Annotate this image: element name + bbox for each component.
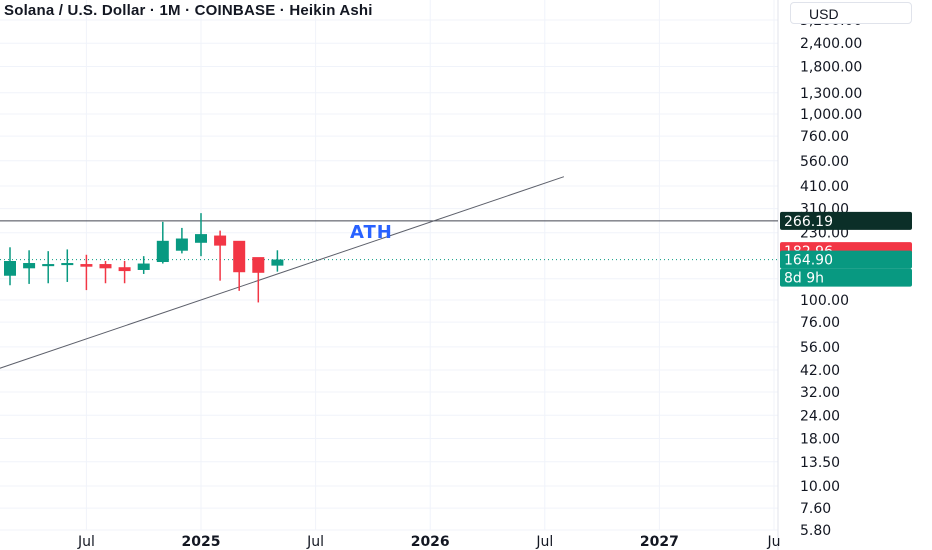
- price-tick-label: 1,300.00: [800, 86, 862, 102]
- ath-price-badge-bg: [780, 211, 912, 230]
- candle-body: [42, 264, 55, 267]
- price-tick-label: 10.00: [800, 479, 840, 495]
- price-tick-label: 1,000.00: [800, 107, 862, 123]
- currency-selector[interactable]: USD: [790, 2, 912, 24]
- price-tick-label: 100.00: [800, 293, 849, 309]
- trendline[interactable]: [0, 176, 565, 398]
- last-price-badge-bg: [780, 250, 912, 269]
- candle-body: [214, 235, 227, 246]
- candle[interactable]: [42, 251, 55, 284]
- candle[interactable]: [271, 250, 284, 272]
- candle[interactable]: [195, 213, 207, 257]
- candle-body: [23, 263, 36, 269]
- candle-body: [118, 267, 131, 272]
- time-tick-label: Jul: [535, 534, 553, 550]
- candle[interactable]: [214, 230, 227, 281]
- time-tick-label: 2026: [411, 534, 450, 550]
- price-tick-label: 42.00: [800, 363, 840, 379]
- ath-price-badge: 266.19: [784, 214, 833, 230]
- trendline-segment[interactable]: [0, 176, 565, 398]
- candle-body: [61, 263, 74, 266]
- price-tick-label: 7.60: [800, 501, 831, 517]
- candle[interactable]: [118, 261, 131, 284]
- candle-body: [156, 240, 169, 263]
- candle-body: [252, 257, 265, 273]
- candle-body: [271, 259, 284, 266]
- candle-countdown-badge-bg: [780, 268, 912, 287]
- grid-lines: [0, 0, 779, 550]
- time-tick-label: Jul: [77, 534, 95, 550]
- candle[interactable]: [175, 227, 188, 254]
- ath-horizontal-line[interactable]: [0, 220, 778, 261]
- candle-body: [99, 264, 112, 269]
- candle-body: [137, 263, 150, 270]
- candle-countdown-badge: 8d 9h: [784, 271, 824, 287]
- candle[interactable]: [252, 257, 265, 303]
- candle[interactable]: [233, 240, 246, 291]
- time-axis[interactable]: Jul 2025 Jul 2026 Jul 2027 Ju: [77, 534, 781, 550]
- last-price-badge: 164.90: [784, 253, 833, 269]
- price-tick-label: 32.00: [800, 385, 840, 401]
- candle-body: [175, 238, 188, 251]
- candle-body: [80, 264, 93, 267]
- price-tick-label: 76.00: [800, 315, 840, 331]
- price-tick-label: 24.00: [800, 408, 840, 424]
- ath-annotation[interactable]: ATH: [350, 222, 393, 243]
- price-tick-label: 13.50: [800, 455, 840, 471]
- candle-body: [233, 240, 246, 273]
- price-tick-label: 1,800.00: [800, 59, 862, 75]
- candle[interactable]: [99, 261, 112, 284]
- price-tick-label: 560.00: [800, 154, 849, 170]
- price-tick-label: 56.00: [800, 340, 840, 356]
- price-tick-label: 18.00: [800, 432, 840, 448]
- candle[interactable]: [61, 249, 74, 282]
- time-tick-label: Ju: [766, 534, 780, 550]
- candle[interactable]: [156, 221, 169, 264]
- price-tick-label: 5.80: [800, 523, 831, 539]
- time-tick-label: Jul: [306, 534, 324, 550]
- price-tick-label: 410.00: [800, 179, 849, 195]
- chart-title[interactable]: Solana / U.S. Dollar · 1M · COINBASE · H…: [4, 2, 373, 19]
- price-tick-label: 2,400.00: [800, 36, 862, 52]
- candle-body: [195, 234, 207, 243]
- candle[interactable]: [23, 250, 36, 284]
- price-tick-label: 760.00: [800, 129, 849, 145]
- candle-body: [4, 261, 16, 276]
- candle[interactable]: [80, 254, 93, 291]
- candle[interactable]: [4, 247, 16, 286]
- time-tick-label: 2025: [182, 534, 221, 550]
- time-tick-label: 2027: [640, 534, 679, 550]
- candle[interactable]: [137, 256, 150, 274]
- candles[interactable]: [0, 213, 284, 307]
